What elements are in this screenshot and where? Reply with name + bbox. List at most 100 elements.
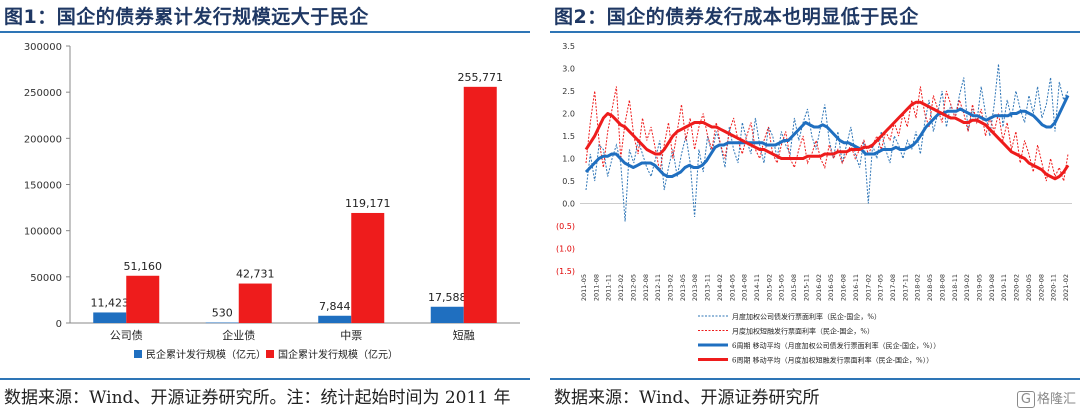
left-figure-panel: 图1：国企的债券累计发行规模远大于民企 0 50000 100000 150000 20… — [0, 0, 530, 412]
bar — [318, 315, 352, 323]
figure2-line-chart: 3.5 3.0 2.5 2.0 1.5 1.0 0.5 0.0 (0.5) (1.0) (1.5) 2… — [556, 42, 1072, 365]
legend-label: 国企累计发行规模（亿元） — [278, 348, 398, 361]
y-tick-label: 250000 — [24, 88, 62, 99]
figure2-source-note: 数据来源：Wind、开源证券研究所 — [554, 388, 820, 408]
data-label: 11,423 — [91, 296, 130, 309]
x-tick-label: 2016-05 — [827, 274, 835, 301]
x-tick-label: 2018-05 — [926, 274, 934, 301]
series-line — [585, 86, 1069, 182]
watermark-text: 格隆汇 — [1036, 392, 1076, 407]
x-tick-label: 2012-11 — [654, 274, 662, 301]
bar — [205, 322, 239, 324]
x-tick-label: 2016-11 — [852, 274, 860, 301]
x-tick-label: 2019-11 — [1000, 274, 1008, 301]
figure1-top-rule — [0, 31, 530, 33]
bar — [238, 283, 272, 323]
x-tick-label: 2011-05 — [580, 274, 588, 301]
legend-swatch — [134, 350, 142, 358]
data-label: 7,844 — [319, 300, 351, 313]
legend-label: 6周期 移动平均（月度加权短融发行票面利率（民企-国企，%）） — [732, 356, 933, 365]
y-tick-label: 0 — [56, 319, 62, 330]
legend-label: 月度加权公司债发行票面利率（民企-国企，%） — [732, 312, 881, 321]
data-label: 42,731 — [236, 268, 275, 281]
figure1-title: 图1：国企的债券累计发行规模远大于民企 — [4, 6, 369, 28]
x-tick-label: 2015-11 — [802, 274, 810, 301]
bar — [351, 212, 385, 323]
y-tick-label: 100000 — [24, 227, 62, 238]
x-tick-label: 2019-08 — [988, 274, 996, 301]
x-tick-label: 2017-02 — [864, 274, 872, 301]
series-line — [584, 100, 1070, 181]
y-tick-label: 2.5 — [562, 87, 575, 96]
x-tick-label: 2021-02 — [1062, 274, 1070, 301]
x-tick-label: 2014-08 — [741, 274, 749, 301]
x-tick-label: 2012-05 — [629, 274, 637, 301]
legend-label: 月度加权短融发行票面利率（民企-国企，%） — [732, 327, 874, 336]
x-tick-label: 2012-02 — [617, 274, 625, 301]
x-tick-label: 2018-08 — [938, 274, 946, 301]
figure1-bar-chart: 0 50000 100000 150000 200000 250000 300000 11,4… — [24, 42, 520, 361]
bar — [463, 86, 497, 323]
x-tick-label: 2020-05 — [1025, 274, 1033, 301]
x-tick-label: 2019-05 — [975, 274, 983, 301]
y-tick-label: 200000 — [24, 134, 62, 145]
x-tick-label: 2016-08 — [840, 274, 848, 301]
data-label: 530 — [212, 307, 233, 320]
x-tick-label: 2011-08 — [592, 274, 600, 301]
category-label: 公司债 — [110, 328, 143, 342]
x-tick-label: 2017-11 — [901, 274, 909, 301]
bar — [430, 306, 464, 323]
x-tick-label: 2017-05 — [877, 274, 885, 301]
series-line — [584, 94, 1070, 178]
x-tick-label: 2015-02 — [765, 274, 773, 301]
category-label: 企业债 — [222, 328, 255, 342]
figure1-source-note: 数据来源：Wind、开源证券研究所。注：统计起始时间为 2011 年 — [4, 388, 511, 408]
y-tick-label: 0.5 — [562, 177, 575, 186]
x-tick-label: 2020-02 — [1013, 274, 1021, 301]
y-tick-label: 300000 — [24, 42, 62, 53]
data-label: 255,771 — [458, 71, 504, 84]
x-tick-label: 2013-11 — [704, 274, 712, 301]
x-tick-label: 2014-05 — [728, 274, 736, 301]
figure1-bottom-rule — [0, 378, 530, 380]
y-tick-label: 50000 — [30, 273, 62, 284]
figure2-title: 图2：国企的债券发行成本也明显低于民企 — [554, 6, 919, 28]
watermark-logo-icon: G — [1016, 391, 1035, 408]
y-tick-label: (1.0) — [556, 245, 575, 254]
x-tick-label: 2015-05 — [778, 274, 786, 301]
x-tick-label: 2011-11 — [605, 274, 613, 301]
x-tick-label: 2018-11 — [951, 274, 959, 301]
y-tick-label: 0.0 — [562, 200, 575, 209]
figure2-bottom-rule — [550, 378, 1080, 380]
figure2-top-rule — [550, 31, 1080, 33]
x-tick-label: 2019-02 — [963, 274, 971, 301]
x-tick-label: 2012-08 — [642, 274, 650, 301]
x-tick-label: 2014-11 — [753, 274, 761, 301]
watermark: G 格隆汇 — [1016, 388, 1076, 408]
right-figure-panel: 图2：国企的债券发行成本也明显低于民企 3.5 3.0 2.5 2.0 1.5 1.0 0.… — [550, 0, 1080, 412]
series-line — [585, 63, 1069, 222]
x-tick-label: 2015-08 — [790, 274, 798, 301]
legend-label: 6周期 移动平均（月度加权公司债发行票面利率（民企-国企，%）） — [732, 341, 940, 350]
y-tick-label: (0.5) — [556, 222, 575, 231]
y-tick-label: 1.0 — [562, 155, 575, 164]
bar — [126, 275, 160, 323]
y-tick-label: 3.0 — [562, 65, 575, 74]
x-tick-label: 2014-02 — [716, 274, 724, 301]
x-tick-label: 2016-02 — [815, 274, 823, 301]
x-tick-label: 2013-05 — [679, 274, 687, 301]
data-label: 17,588 — [428, 291, 467, 304]
x-tick-label: 2017-08 — [889, 274, 897, 301]
y-tick-label: 2.0 — [562, 110, 575, 119]
data-label: 51,160 — [124, 260, 163, 273]
legend-swatch — [266, 350, 274, 358]
bar — [93, 312, 127, 323]
y-tick-label: (1.5) — [556, 267, 575, 276]
legend-label: 民企累计发行规模（亿元） — [146, 348, 266, 361]
x-tick-label: 2013-08 — [691, 274, 699, 301]
data-label: 119,171 — [345, 197, 391, 210]
x-tick-label: 2018-02 — [914, 274, 922, 301]
category-label: 短融 — [453, 328, 475, 342]
x-tick-label: 2013-02 — [667, 274, 675, 301]
y-tick-label: 150000 — [24, 181, 62, 192]
